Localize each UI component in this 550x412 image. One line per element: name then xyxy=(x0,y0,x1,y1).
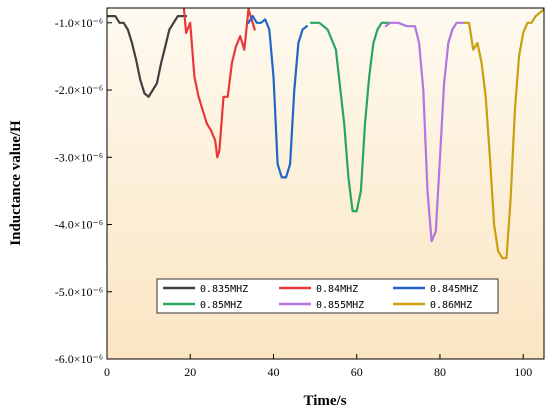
series-line-2 xyxy=(247,15,308,179)
x-tick-label: 0 xyxy=(104,365,110,379)
x-axis: 0 20 40 60 80 100 xyxy=(104,354,532,379)
series-line-5 xyxy=(463,8,544,260)
y-tick-label: -1.0×10⁻⁶ xyxy=(55,16,103,30)
legend: 0.835MHZ 0.84MHZ 0.845MHZ 0.85MHZ 0.855MHZ 0.… xyxy=(156,278,499,314)
y-axis: -1.0×10⁻⁶ -2.0×10⁻⁶ -3.0×10⁻⁶ -4.0×10⁻⁶ -5.0… xyxy=(55,16,112,366)
series-layer xyxy=(107,8,544,260)
legend-label-1: 0.84MHZ xyxy=(316,284,358,295)
y-tick-label: -5.0×10⁻⁶ xyxy=(55,285,103,299)
series-line-0 xyxy=(107,15,188,98)
plot-frame xyxy=(106,7,545,360)
x-tick-label: 40 xyxy=(267,365,279,379)
legend-label-3: 0.85MHZ xyxy=(200,300,242,311)
legend-label-5: 0.86MHZ xyxy=(430,300,472,311)
y-axis-title: Inductance value/H xyxy=(8,120,24,246)
series-line-4 xyxy=(384,21,466,243)
x-tick-label: 20 xyxy=(184,365,196,379)
y-tick-label: -3.0×10⁻⁶ xyxy=(55,150,103,164)
y-tick-label: -4.0×10⁻⁶ xyxy=(55,218,103,232)
legend-label-2: 0.845MHZ xyxy=(430,284,478,295)
x-axis-title: Time/s xyxy=(303,393,346,409)
series-line-1 xyxy=(182,8,256,159)
y-tick-label: -6.0×10⁻⁶ xyxy=(55,352,103,366)
legend-label-4: 0.855MHZ xyxy=(316,300,364,311)
series-line-3 xyxy=(309,21,392,213)
legend-box xyxy=(156,278,499,314)
y-tick-label: -2.0×10⁻⁶ xyxy=(55,83,103,97)
legend-label-0: 0.835MHZ xyxy=(200,284,248,295)
x-tick-label: 80 xyxy=(434,365,446,379)
x-tick-label: 100 xyxy=(514,365,532,379)
x-tick-label: 60 xyxy=(351,365,363,379)
